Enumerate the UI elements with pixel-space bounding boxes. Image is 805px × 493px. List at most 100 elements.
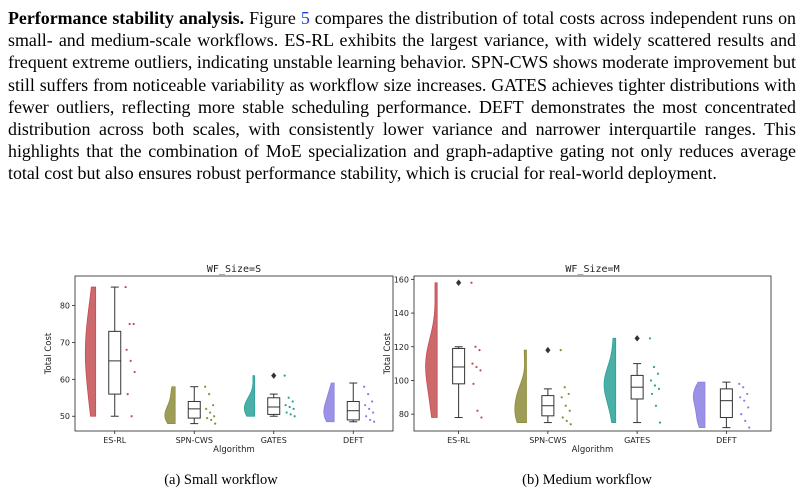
data-point bbox=[293, 415, 296, 418]
data-point bbox=[656, 372, 660, 375]
figure-reference-link[interactable]: 5 bbox=[300, 8, 310, 28]
data-point bbox=[212, 404, 215, 407]
data-point bbox=[292, 407, 295, 410]
data-point bbox=[126, 392, 129, 396]
x-tick-label: DEFT bbox=[716, 436, 737, 445]
data-point bbox=[369, 418, 372, 422]
violin-spn-cws bbox=[514, 349, 527, 423]
data-point bbox=[565, 419, 568, 422]
outlier-marker bbox=[545, 346, 551, 354]
y-tick-label: 80 bbox=[399, 410, 409, 419]
box-gates bbox=[267, 397, 281, 415]
data-point bbox=[478, 349, 481, 352]
data-point bbox=[132, 322, 135, 326]
paragraph-heading: Performance stability analysis. bbox=[8, 8, 245, 28]
violin-deft bbox=[692, 381, 706, 429]
violin-gates bbox=[603, 337, 617, 423]
data-point bbox=[283, 374, 286, 377]
data-point bbox=[287, 396, 290, 399]
plot-frame bbox=[413, 275, 772, 432]
chart-panel-2: WF_Size=M ES-RL SPN-CWS GATES DEFT 80 100 120 14… bbox=[383, 264, 772, 488]
data-point bbox=[368, 407, 371, 410]
paragraph: Performance stability analysis. Figure 5… bbox=[8, 7, 796, 185]
x-tick-label: GATES bbox=[261, 436, 287, 445]
chart-title: WF_Size=M bbox=[565, 264, 619, 275]
data-point bbox=[480, 416, 483, 419]
box-es-rl bbox=[108, 330, 122, 395]
data-point bbox=[209, 411, 212, 414]
data-point bbox=[128, 322, 131, 326]
data-point bbox=[564, 404, 567, 407]
violin-gates bbox=[243, 375, 256, 417]
data-point bbox=[563, 386, 566, 389]
data-point bbox=[130, 415, 133, 418]
data-point bbox=[653, 384, 657, 387]
figure-caption: (b) Medium workflow bbox=[522, 472, 652, 488]
data-point bbox=[213, 415, 216, 418]
data-point bbox=[561, 416, 564, 419]
data-point bbox=[471, 362, 474, 365]
outlier-marker bbox=[456, 279, 462, 286]
data-point bbox=[210, 418, 213, 422]
data-point bbox=[373, 420, 376, 423]
chart-panel-1: WF_Size=S ES-RL SPN-CWS GATES DEFT 50 60 70 80 Al… bbox=[44, 264, 394, 488]
y-axis-label: Total Cost bbox=[44, 332, 54, 375]
data-point bbox=[654, 404, 658, 407]
data-point bbox=[657, 387, 661, 390]
data-point bbox=[747, 406, 750, 409]
data-point bbox=[475, 365, 478, 369]
y-tick-label: 70 bbox=[60, 338, 70, 347]
data-point bbox=[206, 416, 209, 420]
data-point bbox=[204, 385, 207, 388]
paragraph-text-2: compares the distribution of total costs… bbox=[8, 8, 796, 184]
x-tick-label: ES-RL bbox=[103, 436, 127, 445]
data-point bbox=[365, 415, 368, 418]
data-point bbox=[742, 386, 745, 389]
data-point bbox=[560, 396, 563, 399]
data-point bbox=[474, 345, 477, 348]
data-point bbox=[649, 379, 653, 382]
violin-es-rl bbox=[425, 282, 438, 418]
data-point bbox=[129, 359, 132, 362]
violin-deft bbox=[323, 382, 335, 423]
x-tick-label: GATES bbox=[624, 436, 650, 445]
x-axis-label: Algorithm bbox=[572, 445, 614, 455]
data-point bbox=[648, 337, 652, 340]
box-es-rl bbox=[452, 347, 466, 385]
data-point bbox=[652, 365, 656, 369]
y-tick-label: 100 bbox=[394, 376, 409, 385]
figure-caption: (a) Small workflow bbox=[164, 472, 278, 488]
box-deft bbox=[719, 388, 733, 419]
data-point bbox=[124, 285, 127, 289]
data-point bbox=[479, 369, 482, 372]
data-point bbox=[289, 413, 292, 416]
chart-title: WF_Size=S bbox=[207, 264, 261, 275]
data-point bbox=[740, 413, 743, 416]
y-tick-label: 140 bbox=[394, 309, 409, 318]
outlier-marker bbox=[271, 372, 277, 379]
data-point bbox=[372, 411, 375, 414]
outlier-marker bbox=[634, 335, 640, 342]
data-point bbox=[284, 404, 287, 407]
data-point bbox=[658, 421, 662, 424]
data-point bbox=[559, 349, 562, 352]
paragraph-text-1: Figure bbox=[244, 8, 301, 28]
x-tick-label: SPN-CWS bbox=[529, 436, 566, 445]
data-point bbox=[476, 409, 479, 412]
data-point bbox=[743, 399, 746, 402]
data-point bbox=[371, 400, 374, 403]
data-point bbox=[367, 392, 370, 396]
y-tick-label: 80 bbox=[60, 302, 70, 311]
x-tick-label: ES-RL bbox=[447, 436, 471, 445]
violin-es-rl bbox=[84, 286, 97, 417]
x-axis-label: Algorithm bbox=[213, 445, 255, 455]
data-point bbox=[133, 370, 136, 374]
data-point bbox=[738, 382, 741, 385]
y-tick-label: 50 bbox=[60, 412, 70, 421]
y-tick-label: 160 bbox=[394, 275, 409, 284]
data-point bbox=[472, 382, 475, 385]
data-point bbox=[650, 392, 654, 396]
plot-frame bbox=[74, 275, 394, 432]
data-point bbox=[569, 423, 572, 426]
y-axis-label: Total Cost bbox=[383, 332, 393, 375]
